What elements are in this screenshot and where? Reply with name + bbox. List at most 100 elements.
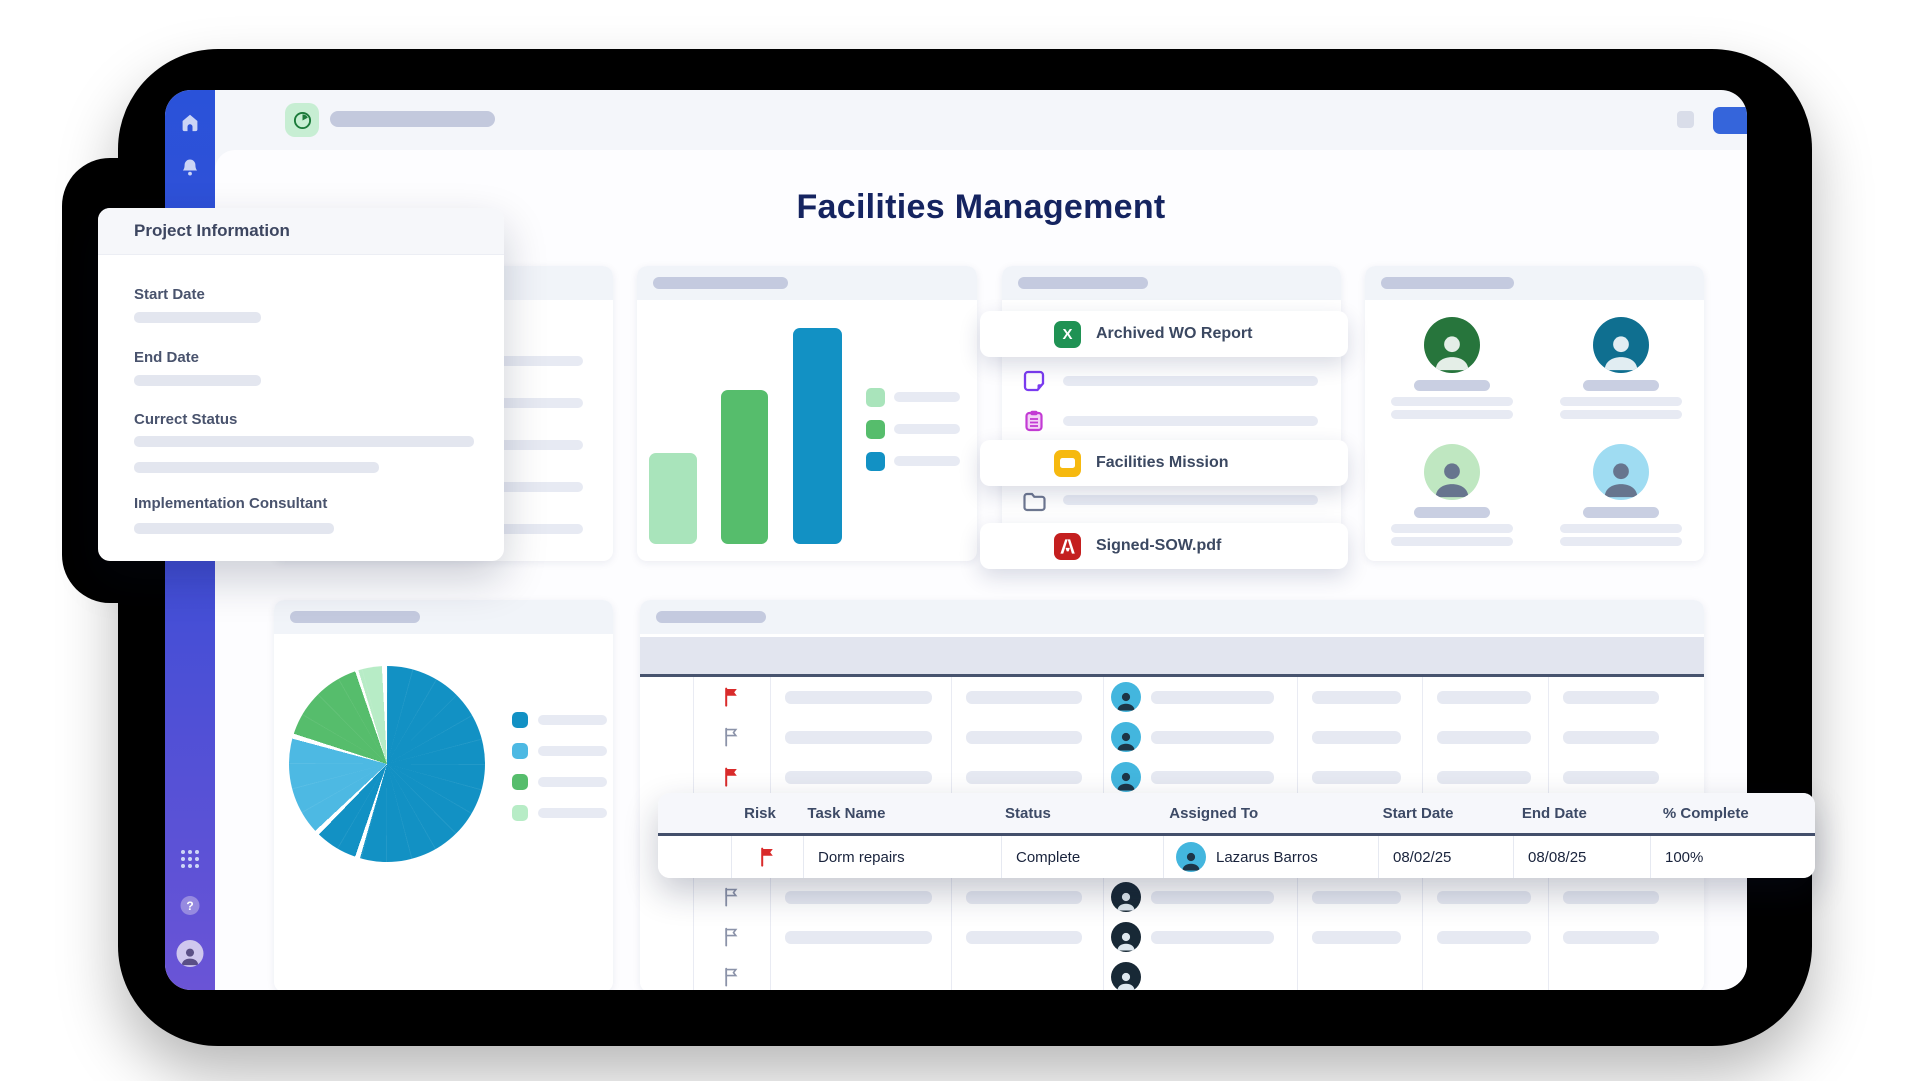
topbar-primary-button[interactable] [1713,107,1747,134]
card-header [637,266,977,300]
table-row[interactable] [640,877,1704,918]
percent-placeholder [1562,730,1659,744]
project-information-card: Project Information Start Date End Date … [98,208,504,561]
column-header-task-name: Task Name [807,804,886,822]
excel-file-icon: X [1054,320,1081,348]
field-label-implementation-consultant: Implementation Consultant [134,495,328,512]
percent-placeholder [1562,890,1659,904]
field-value-placeholder [134,312,261,323]
note-file-icon [1022,369,1046,398]
home-icon[interactable] [180,114,200,138]
bar-series-1 [649,453,697,544]
task-placeholder [785,730,933,744]
legend-label-placeholder [538,808,607,818]
member-detail-placeholder [1391,397,1513,406]
legend-swatch [512,774,528,790]
risk-flag-gray-icon [694,917,772,957]
column-header-assigned-to: Assigned To [1169,804,1259,822]
date-placeholder [1436,690,1531,704]
legend-label-placeholder [538,746,607,756]
file-name-placeholder [1063,416,1318,426]
slides-file-icon [1054,449,1081,477]
legend-label-placeholder [538,715,607,725]
file-row-facilities-mission[interactable]: Facilities Mission [980,440,1348,486]
team-member [1377,317,1527,419]
card-title-placeholder [290,611,420,623]
member-name-placeholder [1583,380,1659,391]
member-avatar [1424,317,1480,373]
member-detail-placeholder [1391,410,1513,419]
assignee-avatar [1111,722,1142,752]
status-placeholder [966,730,1083,744]
assignee-placeholder [1151,930,1275,944]
risk-flag-gray-icon [694,877,772,917]
cell-assigned-to: Lazarus Barros [1164,836,1379,878]
assignee-name: Lazarus Barros [1216,848,1318,866]
file-row-archived-wo-report[interactable]: X Archived WO Report [980,311,1348,357]
team-member [1546,444,1696,546]
profile-avatar[interactable] [176,940,204,967]
field-value-placeholder [134,436,474,447]
topbar-placeholder-bar [330,111,495,127]
help-icon[interactable]: ? [180,896,200,915]
date-placeholder [1312,890,1402,904]
cell-status: Complete [1002,836,1164,878]
table-row[interactable] [640,957,1704,990]
task-placeholder [785,930,933,944]
team-member [1546,317,1696,419]
folder-icon [1022,490,1047,517]
table-row[interactable] [640,917,1704,958]
card-pie-chart [274,600,613,990]
legend-label-placeholder [894,392,960,402]
status-placeholder [966,890,1083,904]
clipboard-file-icon [1022,409,1046,438]
member-name-placeholder [1583,507,1659,518]
team-member [1377,444,1527,546]
member-detail-placeholder [1560,410,1682,419]
file-name-placeholder [1063,376,1318,386]
risk-flag-gray-icon [694,717,772,757]
member-name-placeholder [1414,380,1490,391]
apps-grid-icon[interactable] [179,848,201,875]
member-avatar [1424,444,1480,500]
highlighted-task-row[interactable]: Dorm repairs Complete Lazarus Barros 08/… [658,836,1815,878]
risk-flag-red-icon [694,757,772,797]
assignee-placeholder [1151,730,1275,744]
column-header-percent-complete: % Complete [1662,804,1749,822]
bar-series-2 [721,390,768,544]
assignee-placeholder [1151,690,1275,704]
file-row-signed-sow[interactable]: Signed-SOW.pdf [980,523,1348,569]
table-row[interactable] [640,757,1704,798]
table-row[interactable] [640,677,1704,718]
legend-label-placeholder [894,456,960,466]
member-name-placeholder [1414,507,1490,518]
member-avatar [1593,317,1649,373]
legend-swatch [512,743,528,759]
column-header-start-date: Start Date [1382,804,1454,822]
table-row[interactable] [640,717,1704,758]
bell-icon[interactable] [180,158,200,184]
cell-percent-complete: 100% [1665,848,1704,866]
timer-chip-icon[interactable] [285,103,319,137]
file-name: Archived WO Report [1096,325,1253,342]
task-placeholder [785,890,933,904]
field-label-end-date: End Date [134,349,200,366]
member-detail-placeholder [1391,537,1513,546]
file-name: Facilities Mission [1096,454,1229,471]
member-detail-placeholder [1560,537,1682,546]
column-header-status: Status [1005,804,1051,822]
assignee-placeholder [1151,890,1275,904]
topbar-secondary-button[interactable] [1677,111,1694,128]
card-header [274,600,613,634]
field-value-placeholder [134,375,261,386]
risk-flag-red-icon [732,836,804,878]
card-title-placeholder [1381,277,1514,289]
field-label-current-status: Currect Status [134,411,238,428]
status-placeholder [966,930,1083,944]
assignee-avatar [1111,762,1142,792]
member-avatar [1593,444,1649,500]
card-title-placeholder [656,611,766,623]
column-header-end-date: End Date [1521,804,1587,822]
project-information-header: Project Information [98,208,504,255]
